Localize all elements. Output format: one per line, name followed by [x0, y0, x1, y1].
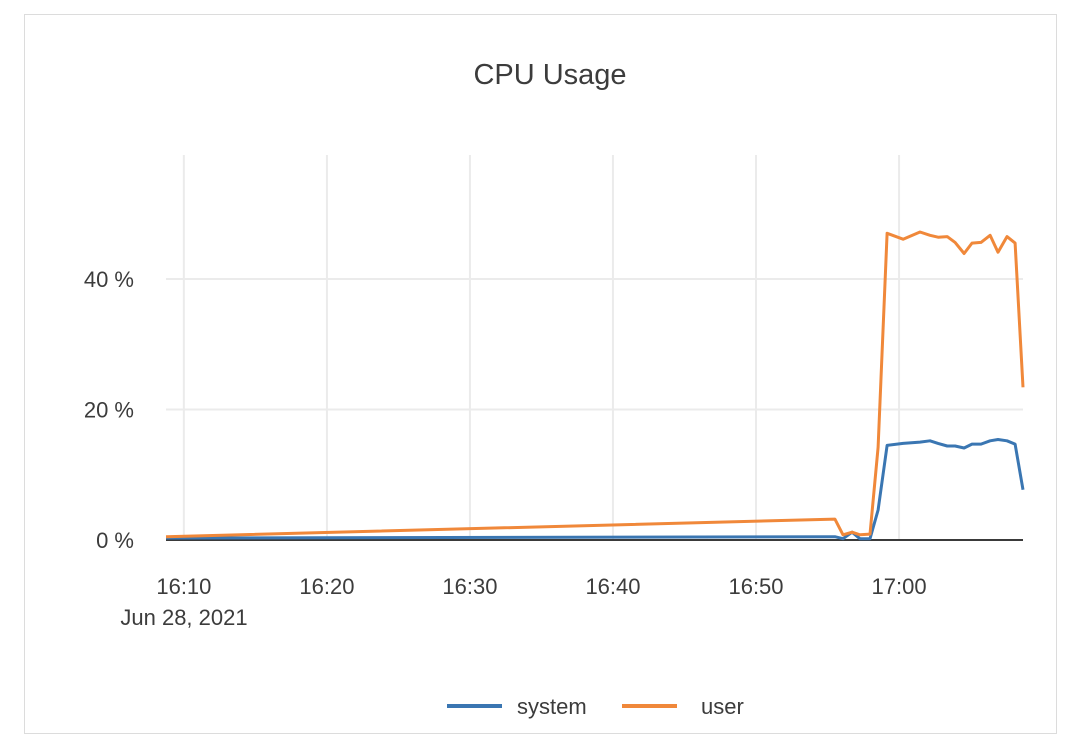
legend-item-user: user — [622, 694, 744, 719]
x-tick-label: 16:30 — [442, 574, 497, 599]
legend-label: user — [701, 694, 744, 719]
series-lines — [165, 230, 1025, 541]
grid — [166, 155, 1023, 540]
legend-label: system — [517, 694, 587, 719]
x-tick-label: 16:40 — [585, 574, 640, 599]
series-line-user — [165, 230, 1025, 539]
y-tick-label: 0 % — [96, 528, 134, 553]
y-tick-label: 40 % — [84, 267, 134, 292]
chart-title: CPU Usage — [473, 59, 626, 91]
x-tick-label: 16:10 — [156, 574, 211, 599]
y-axis: 0 % 20 % 40 % — [84, 267, 134, 553]
chart-card — [24, 14, 1057, 734]
x-tick-label: 16:50 — [728, 574, 783, 599]
x-axis-date-label: Jun 28, 2021 — [120, 605, 247, 630]
y-tick-label: 20 % — [84, 397, 134, 422]
x-axis: 16:10 16:20 16:30 16:40 16:50 17:00 — [156, 574, 926, 599]
legend: system user — [447, 694, 744, 719]
series-line-system — [165, 438, 1025, 541]
x-tick-label: 16:20 — [299, 574, 354, 599]
x-tick-label: 17:00 — [872, 574, 927, 599]
legend-item-system: system — [447, 694, 587, 719]
